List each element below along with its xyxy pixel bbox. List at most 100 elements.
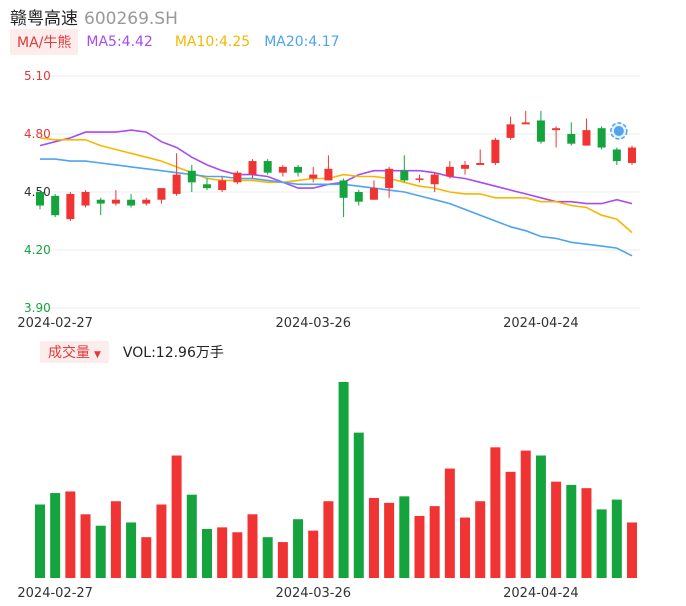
candle-body [263,161,272,173]
candle [521,110,530,125]
candle [111,190,120,206]
candle [142,197,151,206]
ma10-label: MA10:4.25 [174,34,251,50]
x-tick-label: 2024-03-26 [275,586,351,601]
volume-bar [95,525,106,578]
volume-bar [232,532,243,578]
latest-marker-icon[interactable] [610,122,628,140]
date-axis-bottom: 2024-02-27 2024-03-26 2024-04-24 [17,586,578,601]
volume-bar [126,522,137,578]
candle [415,174,424,183]
candle-body [339,180,348,198]
volume-bar [581,488,592,578]
candle [369,180,378,200]
ma-indicator-tab[interactable]: MA/牛熊 [10,29,79,55]
candle [461,161,470,175]
volume-bar [520,450,531,578]
candle [445,161,454,179]
candle-body [597,128,606,148]
candle [263,159,272,175]
candle-body [36,192,44,206]
volume-bar [201,529,212,578]
volume-bar [247,514,258,578]
candle [597,126,606,150]
candle-body [157,188,166,200]
volume-bar [217,527,228,578]
ma5-line [39,129,633,205]
candle [324,155,333,181]
volume-bar [262,537,273,578]
candle-body [96,199,105,204]
volume-bar [505,471,516,578]
candle [96,197,105,216]
ma20-label: MA20:4.17 [264,34,340,50]
volume-bar [186,494,197,578]
candle-body [506,124,515,138]
volume-bar [399,496,410,578]
candle [628,145,636,165]
ma10-line [39,137,633,234]
candle-body [415,178,424,180]
volume-bar [80,514,91,578]
candle-body [202,184,211,189]
ma-lines [39,129,633,257]
volume-bar [171,455,182,578]
volume-bar [308,530,319,578]
candle-body [400,170,409,181]
volume-legend: 成交量 ▼ VOL:12.96万手 [40,341,224,363]
candle-body [51,195,60,216]
candle-body [612,149,621,162]
volume-bar [444,468,455,578]
candle [552,126,561,148]
candle [339,178,348,218]
candle [172,153,181,196]
volume-bar [627,522,637,578]
x-tick-label: 2024-02-27 [17,586,93,601]
volume-bar [551,481,562,578]
volume-bar [475,501,486,578]
candle [66,192,75,221]
volume-bar [566,484,577,578]
candle-body [628,147,636,163]
candle [582,118,591,146]
volume-indicator-tab[interactable]: 成交量 ▼ [40,341,109,363]
candle-body [111,199,120,204]
candle-body [369,188,378,200]
candle [51,193,60,218]
stock-code: 600269.SH [84,9,178,29]
candle-body [445,166,454,177]
volume-bar [277,542,288,578]
candle-body [385,168,394,189]
candle-body [233,172,242,183]
volume-value: VOL:12.96万手 [122,345,224,361]
candle-body [142,199,151,204]
candle [354,190,363,206]
candle-body [172,174,181,194]
volume-bars [35,382,637,578]
y-tick-label: 4.80 [24,127,51,141]
candle [233,170,242,185]
volume-bar [50,493,61,578]
candle-body [354,192,363,202]
volume-bar [384,502,395,578]
marker-dot [613,126,624,136]
candle [536,110,545,144]
date-axis-top: 2024-02-27 2024-03-26 2024-04-24 [17,316,578,331]
price-grid [32,75,640,309]
candle-body [461,164,470,169]
candle-body [552,128,561,131]
volume-tag-label: 成交量 [48,345,90,361]
ma5-label: MA5:4.42 [86,34,153,50]
candle [202,178,211,191]
volume-bar [353,432,364,578]
candle [506,116,515,140]
volume-bar [429,506,440,578]
candle [187,164,196,192]
volume-bar [156,504,167,578]
candle [400,155,409,183]
volume-bar [596,509,607,578]
ma20-line [40,158,633,257]
volume-bar [110,501,121,578]
stock-title: 赣粤高速 600269.SH [10,4,178,29]
